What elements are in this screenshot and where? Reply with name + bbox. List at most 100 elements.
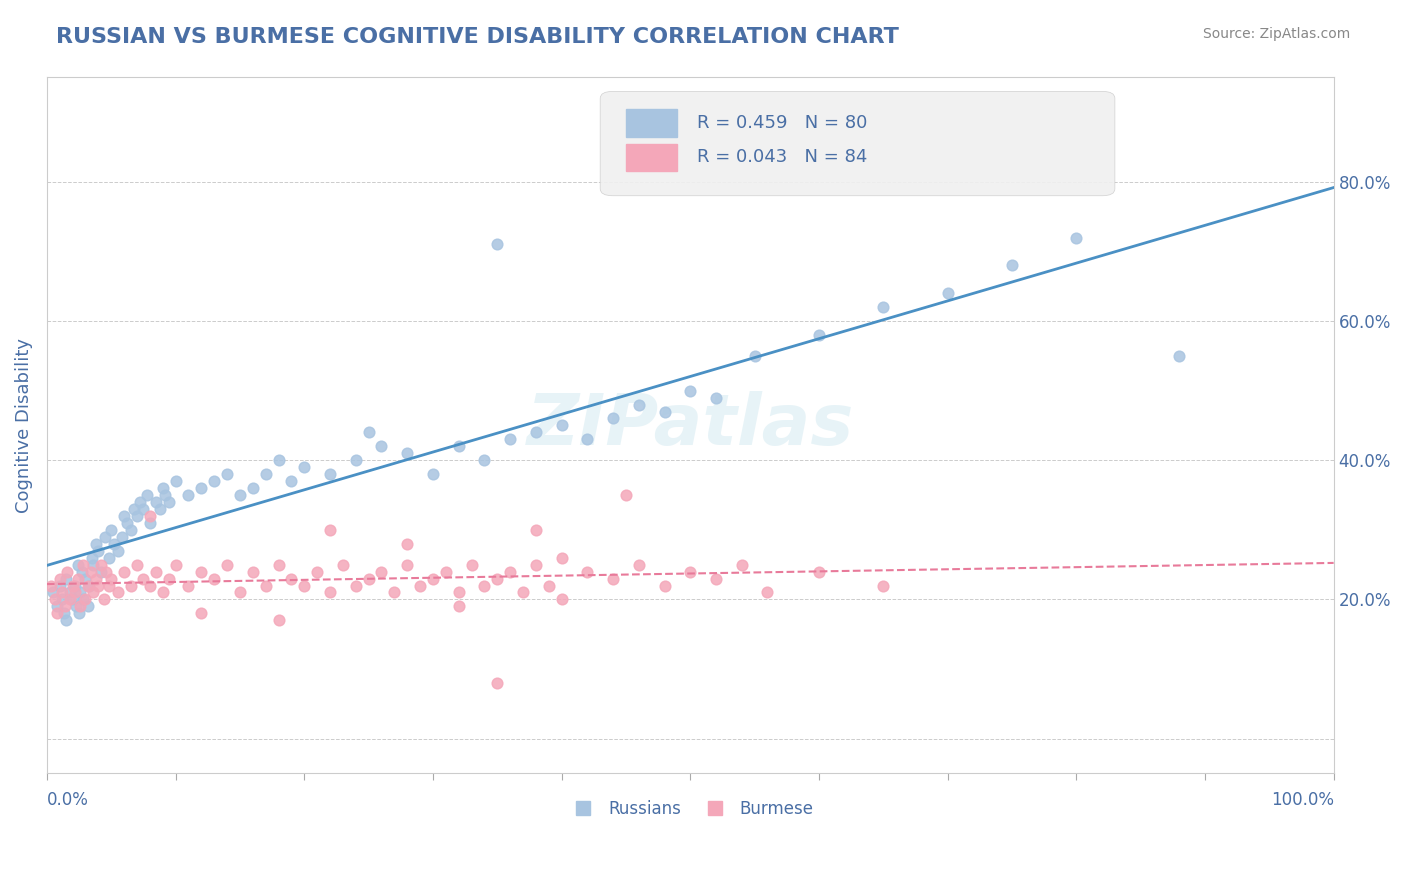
Point [100,523,122,537]
Point [51,592,73,607]
Point [69,599,91,614]
Point [679,565,702,579]
Point [537,578,560,592]
Point [319,467,342,482]
Point [486,237,509,252]
Point [63,578,86,592]
Point [177,578,200,592]
Point [460,558,482,572]
FancyBboxPatch shape [600,91,1115,195]
Point [49,572,72,586]
Point [157,495,180,509]
Point [602,411,624,425]
Point [79,565,101,579]
Point [499,433,522,447]
Point [1001,258,1024,272]
Point [62,578,84,592]
Point [44,592,66,607]
Point [139,508,162,523]
Point [72,592,94,607]
Point [100,572,122,586]
Point [512,585,534,599]
Point [307,565,329,579]
Point [215,467,238,482]
Point [550,418,572,433]
Point [59,592,82,607]
Point [56,565,79,579]
Point [124,502,146,516]
Point [486,572,509,586]
Point [254,467,277,482]
Point [49,578,72,592]
Point [149,502,172,516]
Point [90,558,112,572]
Point [132,502,155,516]
Point [132,572,155,586]
Point [654,404,676,418]
Point [422,572,444,586]
Point [576,565,599,579]
Point [756,585,779,599]
Point [97,578,120,592]
Point [422,467,444,482]
Point [474,453,496,467]
Point [165,474,187,488]
Point [103,537,125,551]
Point [120,578,142,592]
Point [112,508,135,523]
Point [357,425,380,440]
Point [447,439,470,453]
Point [474,578,496,592]
Point [107,543,129,558]
Point [42,585,65,599]
Point [332,558,354,572]
Point [70,565,93,579]
Point [112,565,135,579]
Point [382,585,405,599]
Point [872,300,894,314]
Point [125,558,148,572]
Point [267,453,290,467]
Text: 0.0%: 0.0% [46,791,89,809]
Point [97,550,120,565]
Point [202,474,225,488]
Point [447,585,470,599]
Point [120,523,142,537]
Point [128,495,150,509]
Point [94,530,117,544]
Point [499,565,522,579]
Point [434,565,457,579]
Point [87,578,110,592]
Point [524,523,547,537]
Point [67,607,90,621]
Y-axis label: Cognitive Disability: Cognitive Disability [15,338,32,513]
Point [82,558,104,572]
Point [1168,349,1191,363]
Point [145,495,167,509]
Point [110,530,132,544]
Point [1064,230,1087,244]
Point [215,558,238,572]
Point [155,488,177,502]
Point [576,433,599,447]
Point [72,558,94,572]
Point [165,558,187,572]
Point [66,558,89,572]
Point [84,537,107,551]
Point [524,558,547,572]
Point [807,328,830,343]
Point [190,565,212,579]
Point [409,578,432,592]
Point [59,585,82,599]
Point [370,439,392,453]
Point [79,578,101,592]
Point [107,585,129,599]
Point [524,425,547,440]
Point [87,543,110,558]
Point [602,572,624,586]
Point [145,565,167,579]
Point [77,599,100,614]
Point [75,572,97,586]
Point [80,550,103,565]
Point [704,572,727,586]
